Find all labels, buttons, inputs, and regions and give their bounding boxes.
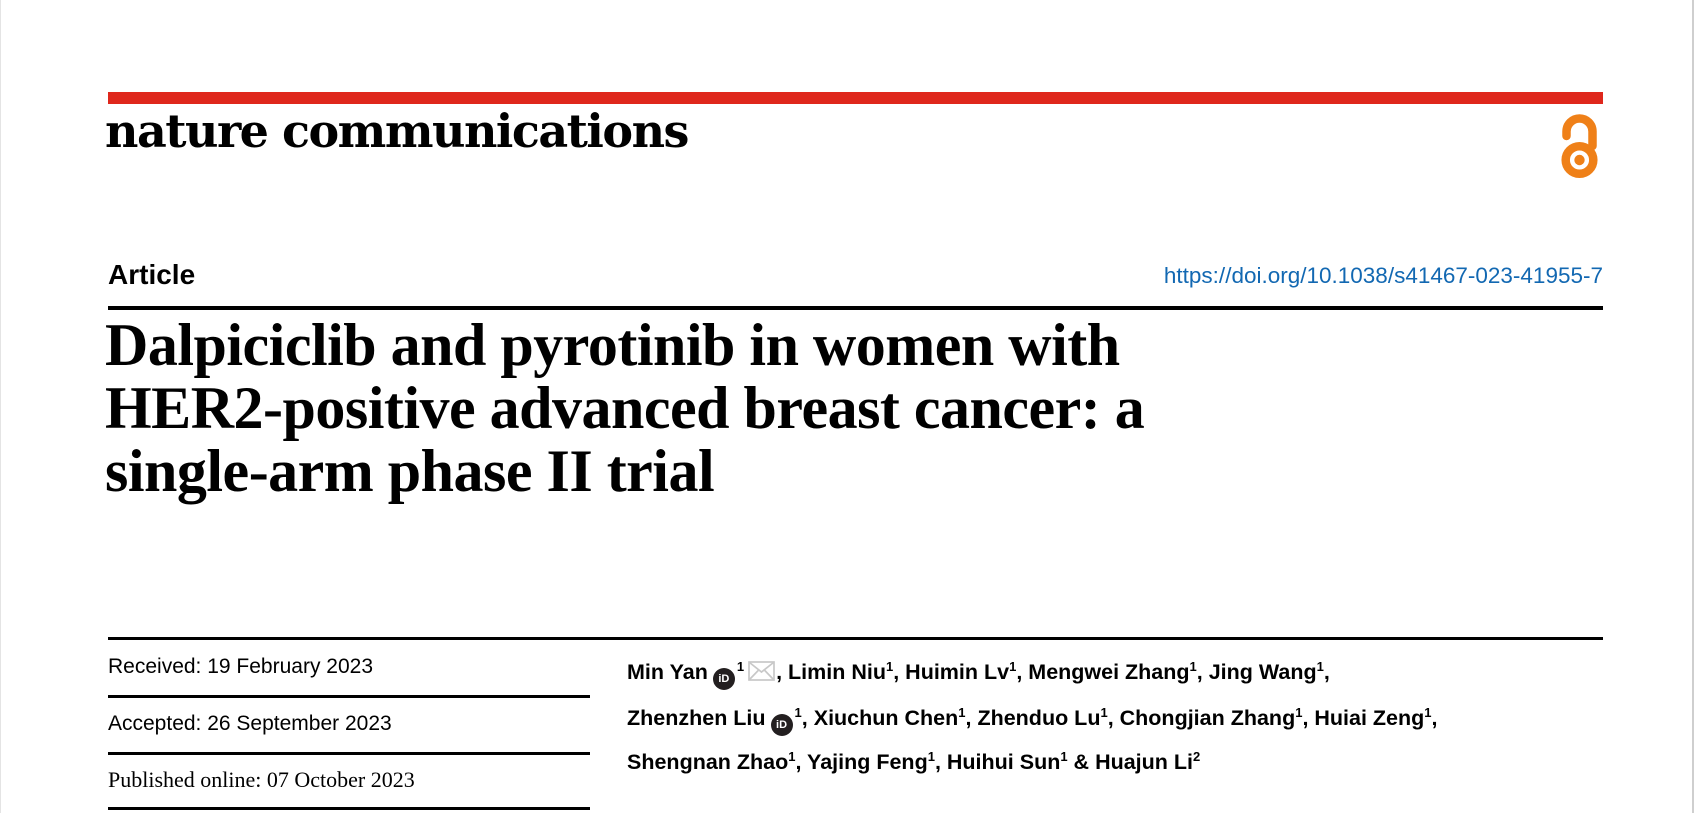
masthead-red-bar [108,92,1603,104]
author-line: Shengnan Zhao1, Yajing Feng1, Huihui Sun… [627,740,1487,784]
author-list: Min Yan iD1, Limin Niu1, Huimin Lv1, Meng… [627,650,1487,784]
author-affiliation-superscript: 1 [1424,704,1432,720]
author-affiliation-superscript: 1 [958,704,966,720]
author-name: Jing Wang [1208,660,1317,684]
article-title-line: HER2-positive advanced breast cancer: a [105,375,1145,441]
author-affiliation-superscript: 1 [927,748,935,764]
orcid-id-icon[interactable]: iD [770,714,793,736]
author-affiliation-superscript: 1 [1100,704,1108,720]
author-affiliation-superscript: 1 [885,658,894,674]
author-line: Zhenzhen Liu iD1, Xiuchun Chen1, Zhenduo … [627,696,1487,740]
author-separator: , [1107,706,1120,730]
author-name: Xiuchun Chen [813,706,959,730]
author-separator: , [776,660,789,684]
history-divider [108,752,590,755]
author-separator: , [1302,706,1315,730]
envelope-icon[interactable] [748,652,775,696]
author-name: Chongjian Zhang [1119,706,1296,730]
author-affiliation-superscript: 1 [1060,748,1068,764]
history-top-rule [108,637,1603,640]
author-separator: , [965,706,978,730]
page-edge-right [1692,0,1694,813]
author-name: Yajing Feng [807,750,928,774]
open-access-padlock-icon [1556,110,1603,180]
article-type-label: Article [108,259,196,290]
author-separator: , [801,706,814,730]
author-affiliation-superscript: 1 [1316,658,1324,674]
author-separator: , [1431,706,1438,730]
title-top-rule [108,306,1603,310]
author-name: Huajun Li [1095,750,1193,774]
doi-link[interactable]: https://doi.org/10.1038/s41467-023-41955… [1163,263,1603,288]
article-title-line: single-arm phase II trial [105,438,715,504]
author-affiliation-superscript: 2 [1193,748,1201,764]
author-name: Mengwei Zhang [1028,660,1190,684]
author-affiliation-superscript: 1 [1295,704,1303,720]
author-affiliation-superscript: 1 [736,658,745,674]
received-date: Received: 19 February 2023 [108,655,373,678]
author-separator: , [893,660,906,684]
article-title-line: Dalpiciclib and pyrotinib in women with [105,312,1120,378]
author-line: Min Yan iD1, Limin Niu1, Huimin Lv1, Meng… [627,650,1487,696]
author-affiliation-superscript: 1 [794,704,802,720]
author-name: Shengnan Zhao [627,750,789,774]
author-name: Zhenduo Lu [977,706,1101,730]
orcid-id-icon[interactable]: iD [712,668,735,690]
author-separator: , [1016,660,1029,684]
author-separator: & [1067,750,1096,774]
author-name: Zhenzhen Liu [627,706,766,730]
history-divider [108,695,590,698]
author-separator: , [795,750,808,774]
author-name: Min Yan [627,660,708,684]
author-separator: , [1196,660,1209,684]
author-name: Limin Niu [788,660,886,684]
author-affiliation-superscript: 1 [788,748,796,764]
author-separator: , [934,750,947,774]
accepted-date: Accepted: 26 September 2023 [108,712,392,735]
article-title: Dalpiciclib and pyrotinib in women with … [105,314,1455,503]
page-edge-left [0,0,1,813]
history-divider [108,807,590,810]
author-affiliation-superscript: 1 [1009,658,1017,674]
author-affiliation-superscript: 1 [1189,658,1197,674]
author-separator: , [1323,660,1330,684]
published-online-date: Published online: 07 October 2023 [108,767,415,792]
journal-wordmark: nature communications [105,104,689,158]
author-name: Huiai Zeng [1314,706,1425,730]
author-name: Huihui Sun [946,750,1061,774]
author-name: Huimin Lv [905,660,1010,684]
